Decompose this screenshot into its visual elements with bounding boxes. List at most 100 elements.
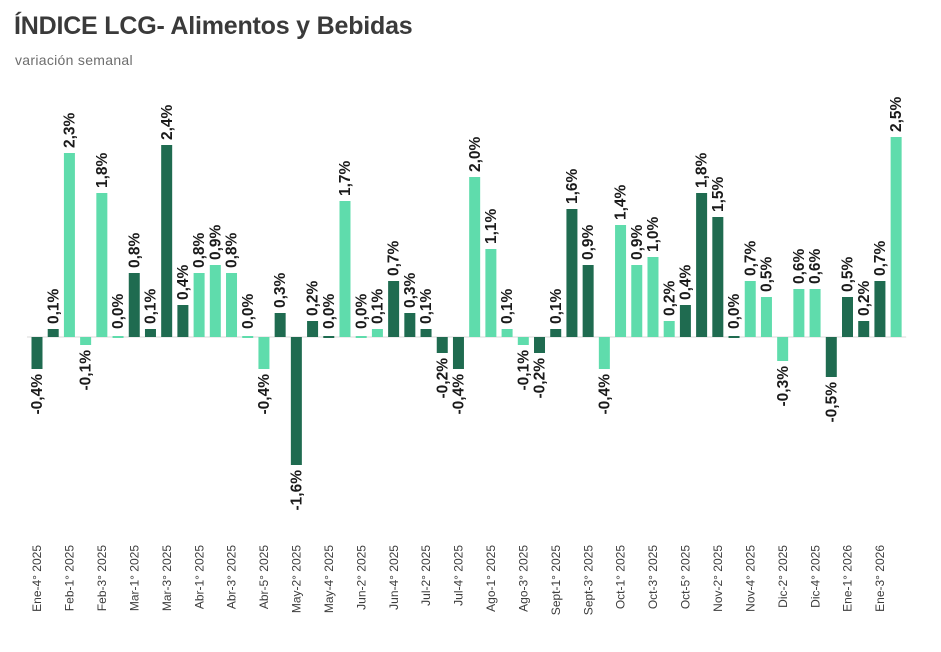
bar [485,249,497,337]
bar [80,337,92,345]
data-label: 0,1% [499,288,516,324]
data-label: 2,5% [888,96,905,132]
bar [696,193,708,337]
data-label: 0,3% [272,272,289,308]
x-tick-label: Ene-4° 2025 [30,545,44,612]
data-label: 1,0% [645,216,662,252]
data-label: 0,2% [305,280,322,316]
data-label: 0,9% [580,224,597,260]
x-tick-label: Jun-2° 2025 [354,545,368,610]
data-label: 2,0% [467,136,484,172]
data-label: 1,8% [94,152,111,188]
x-tick-label: Ene-3° 2026 [873,545,887,612]
data-label: 0,5% [840,256,857,292]
data-label: 1,1% [483,208,500,244]
data-label: -0,4% [451,374,468,415]
data-label: 0,6% [791,248,808,284]
x-tick-label: Nov-2° 2025 [711,545,725,612]
bar [63,153,75,337]
data-label: 0,7% [742,240,759,276]
bar [47,329,59,337]
data-label: -0,1% [78,350,95,391]
bar [712,217,724,337]
x-tick-label: May-4° 2025 [322,545,336,613]
data-label: 0,2% [856,280,873,316]
bar [858,321,870,337]
data-label: -0,3% [775,366,792,407]
bar [258,337,270,369]
bar [890,137,902,337]
data-label: 0,0% [240,293,257,329]
bar [388,281,400,337]
data-label: 0,3% [402,272,419,308]
data-label: 0,8% [126,232,143,268]
bar [420,329,432,337]
data-label: -0,5% [823,382,840,423]
bar [144,329,156,337]
data-label: 0,6% [807,248,824,284]
bar [436,337,448,353]
bar [598,337,610,369]
x-tick-label: Dic-4° 2025 [808,545,822,608]
bar [631,265,643,337]
data-label: 0,1% [418,288,435,324]
bar [307,321,319,337]
bar [226,273,238,337]
bar [744,281,756,337]
bar [96,193,108,337]
x-tick-label: Sept-3° 2025 [581,545,595,616]
data-label: -0,2% [532,358,549,399]
data-label: 0,7% [872,240,889,276]
x-tick-label: Ene-1° 2026 [841,545,855,612]
data-label: -0,4% [29,374,46,415]
data-label: 1,4% [613,184,630,220]
data-label: 1,8% [694,152,711,188]
bar [809,289,821,337]
bar [777,337,789,361]
bar [663,321,675,337]
bar [290,337,302,465]
bar [728,336,740,338]
bar [517,337,529,345]
bar [793,289,805,337]
x-tick-label: Oct-3° 2025 [646,545,660,609]
x-tick-label: Mar-3° 2025 [160,545,174,611]
x-tick-label: Abr-3° 2025 [225,545,239,609]
bar [679,305,691,337]
x-tick-label: Feb-1° 2025 [63,545,77,612]
bar [371,329,383,337]
data-label: 1,7% [337,160,354,196]
bar [274,313,286,337]
x-tick-label: Jul-4° 2025 [452,545,466,606]
bar [112,336,124,338]
data-label: 0,4% [175,264,192,300]
bar [323,336,335,338]
x-tick-label: Nov-4° 2025 [743,545,757,612]
data-label: 1,5% [710,176,727,212]
bar [534,337,546,353]
data-label: 1,6% [564,168,581,204]
bar [161,145,173,337]
data-label: 0,4% [677,264,694,300]
x-tick-label: Feb-3° 2025 [95,545,109,612]
bar [242,336,254,338]
data-label: 0,8% [224,232,241,268]
chart-subtitle: variación semanal [15,52,133,68]
data-label: 0,0% [321,293,338,329]
data-label: 0,2% [661,280,678,316]
x-tick-label: Mar-1° 2025 [127,545,141,611]
x-tick-label: Oct-1° 2025 [614,545,628,609]
bar [582,265,594,337]
data-label: 0,1% [45,288,62,324]
bar [177,305,189,337]
data-label: 0,7% [386,240,403,276]
bar [339,201,351,337]
bar [842,297,853,337]
data-label: 0,0% [110,293,127,329]
data-label: -1,6% [288,470,305,511]
bar [31,337,43,369]
data-label: -0,4% [596,374,613,415]
x-tick-label: Jul-2° 2025 [419,545,433,606]
data-label: 0,9% [207,224,224,260]
x-tick-label: Abr-1° 2025 [192,545,206,609]
